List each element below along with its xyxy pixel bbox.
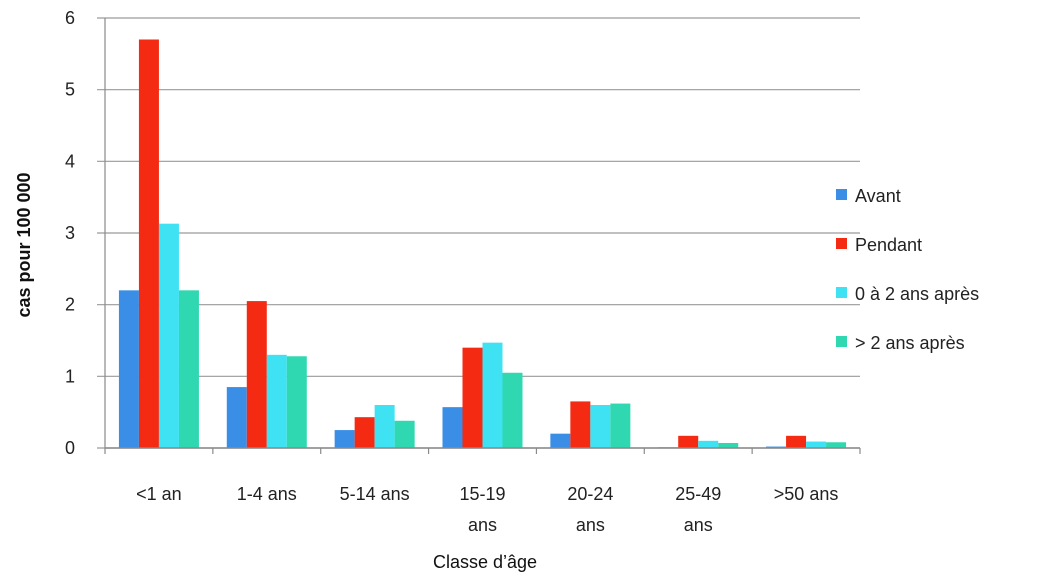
y-tick-label: 6 <box>65 8 75 28</box>
bar-pendant <box>138 39 159 448</box>
bar-0-2-ans-apr-s <box>374 405 395 448</box>
bar-2-ans-apr-s <box>610 403 631 448</box>
bar-pendant <box>354 417 375 448</box>
gridlines <box>97 17 860 449</box>
legend-label: Avant <box>855 186 901 206</box>
bar-0-2-ans-apr-s <box>590 405 611 448</box>
x-tick-label: >50 ans <box>774 484 839 504</box>
bar-0-2-ans-apr-s <box>698 440 719 448</box>
x-tick-label: <1 an <box>136 484 182 504</box>
x-axis-title: Classe d’âge <box>433 552 537 572</box>
x-tick-label: 1-4 ans <box>237 484 297 504</box>
legend-swatch <box>836 238 847 249</box>
y-tick-label: 1 <box>65 366 75 386</box>
bar-avant <box>334 430 355 448</box>
x-tick-label: ans <box>468 515 497 535</box>
bar-0-2-ans-apr-s <box>266 354 287 448</box>
bar-pendant <box>570 401 591 448</box>
bar-pendant <box>246 301 267 448</box>
legend-swatch <box>836 287 847 298</box>
bar-avant <box>442 407 463 448</box>
bar-0-2-ans-apr-s <box>806 441 827 448</box>
x-tick-label: 20-24 <box>567 484 613 504</box>
bar-avant <box>226 387 247 448</box>
y-tick-label: 4 <box>65 151 75 171</box>
axes: 0 1 2 3 4 5 6 <1 an 1-4 ans 5-14 ans 15-19 ans 20-24… <box>65 8 861 535</box>
legend-label: Pendant <box>855 235 922 255</box>
bar-pendant <box>786 435 807 448</box>
y-tick-label: 5 <box>65 80 75 100</box>
bar-pendant <box>462 347 483 448</box>
bar-2-ans-apr-s <box>502 372 523 448</box>
legend-swatch <box>836 189 847 200</box>
legend-label: 0 à 2 ans après <box>855 284 979 304</box>
bar-pendant <box>678 435 699 448</box>
bars <box>118 39 847 448</box>
bar-avant <box>118 290 139 448</box>
bar-2-ans-apr-s <box>178 290 199 448</box>
legend-label: > 2 ans après <box>855 333 965 353</box>
y-tick-label: 3 <box>65 223 75 243</box>
y-axis-title: cas pour 100 000 <box>14 172 34 317</box>
bar-2-ans-apr-s <box>826 442 847 448</box>
bar-0-2-ans-apr-s <box>482 342 503 448</box>
bar-avant <box>550 433 571 448</box>
x-tick-label: ans <box>684 515 713 535</box>
bar-2-ans-apr-s <box>286 356 307 448</box>
bar-avant <box>766 446 787 448</box>
y-tick-label: 0 <box>65 438 75 458</box>
y-tick-label: 2 <box>65 295 75 315</box>
x-tick-label: ans <box>576 515 605 535</box>
x-tick-label: 5-14 ans <box>340 484 410 504</box>
bar-2-ans-apr-s <box>394 420 415 448</box>
x-tick-label: 15-19 <box>459 484 505 504</box>
legend-swatch <box>836 336 847 347</box>
bar-2-ans-apr-s <box>718 442 739 448</box>
bar-0-2-ans-apr-s <box>158 223 179 448</box>
x-tick-label: 25-49 <box>675 484 721 504</box>
legend: Avant Pendant 0 à 2 ans après > 2 ans après <box>836 186 979 353</box>
